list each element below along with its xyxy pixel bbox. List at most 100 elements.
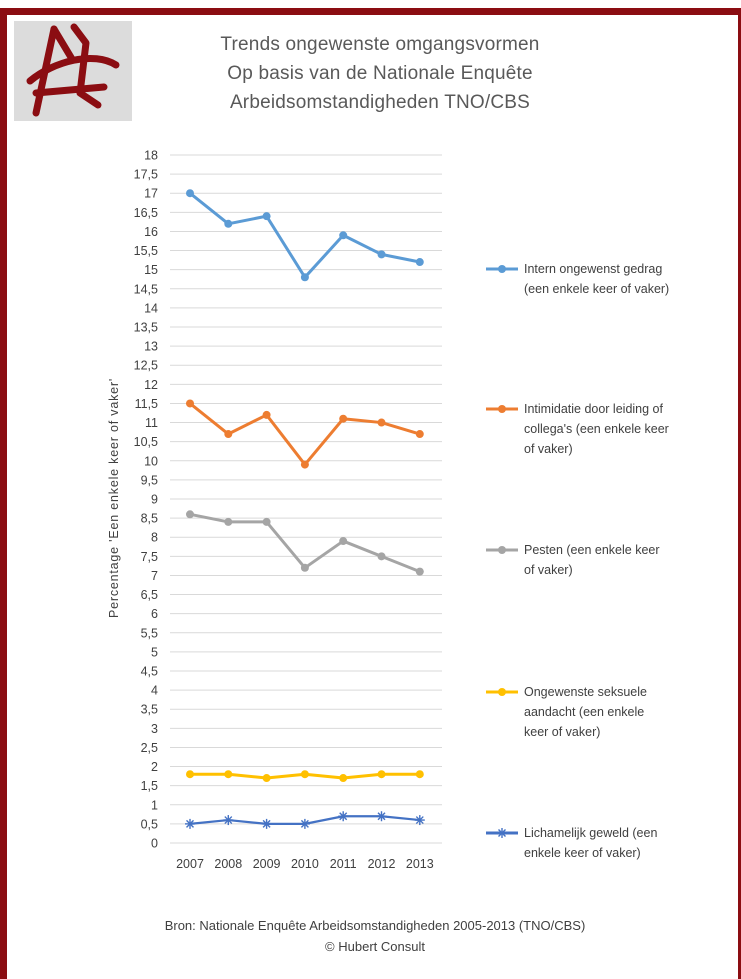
data-point [186, 399, 194, 408]
legend-entry-line: Intimidatie door leiding of [524, 402, 663, 416]
y-tick-label: 12,5 [134, 359, 158, 373]
data-point [185, 818, 195, 829]
legend-swatch-marker [498, 265, 506, 273]
y-tick-label: 15,5 [134, 244, 158, 258]
data-point [186, 189, 194, 198]
data-point [186, 510, 194, 519]
data-point [415, 567, 424, 576]
x-tick-label: 2010 [291, 857, 319, 871]
data-point [300, 273, 309, 282]
x-tick-label: 2011 [330, 857, 357, 871]
legend-entry-line: Ongewenste seksuele [524, 685, 647, 699]
y-tick-label: 12 [144, 378, 158, 392]
y-tick-label: 9,5 [141, 473, 158, 487]
y-tick-label: 11 [145, 416, 158, 430]
y-tick-label: 17 [144, 187, 158, 201]
data-point [339, 537, 348, 546]
data-point [339, 774, 348, 783]
chart-title-line-2: Op basis van de Nationale Enquête [227, 63, 533, 84]
y-tick-label: 3 [151, 722, 158, 736]
legend-entry: Ongewenste seksuele aandacht (een enkele k… [524, 682, 714, 742]
y-tick-label: 1,5 [141, 779, 158, 793]
data-point [262, 517, 271, 526]
data-point [377, 418, 386, 427]
data-point [224, 517, 233, 526]
logo-mark-icon [26, 23, 120, 117]
data-point [300, 563, 309, 572]
legend-entry: Intern ongewenst gedrag (een enkele keer … [524, 259, 714, 299]
y-tick-label: 18 [144, 149, 158, 163]
y-tick-label: 1 [151, 798, 158, 812]
legend-entry-line: collega's (een enkele keer [524, 422, 669, 436]
x-tick-label: 2013 [406, 857, 434, 871]
data-point [299, 818, 310, 829]
data-point [223, 815, 234, 826]
data-point [262, 212, 271, 221]
y-tick-label: 11,5 [135, 397, 158, 411]
x-tick-label: 2008 [214, 857, 242, 871]
y-tick-label: 6 [151, 607, 158, 621]
data-point [415, 258, 424, 267]
y-tick-label: 13,5 [134, 321, 158, 335]
y-tick-label: 10 [144, 454, 158, 468]
hubert-consult-logo [14, 21, 132, 121]
legend-entry-line: Lichamelijk geweld (een [524, 826, 658, 840]
y-tick-label: 6,5 [141, 588, 158, 602]
legend-entry-line: of vaker) [524, 442, 573, 456]
y-tick-label: 7,5 [141, 550, 158, 564]
y-tick-label: 14,5 [134, 282, 158, 296]
y-tick-label: 15 [144, 263, 158, 277]
y-tick-label: 16 [144, 225, 158, 239]
legend-entry-line: (een enkele keer of vaker) [524, 282, 670, 296]
data-point [262, 774, 271, 783]
data-point [377, 770, 386, 779]
legend-swatch-marker [498, 405, 506, 413]
y-tick-label: 7 [151, 569, 158, 583]
x-tick-label: 2009 [253, 857, 281, 871]
y-tick-label: 8 [151, 531, 158, 545]
y-tick-label: 10,5 [134, 435, 158, 449]
legend-entry: Pesten (een enkele keer of vaker) [524, 540, 714, 580]
y-tick-label: 8,5 [141, 512, 158, 526]
y-tick-label: 3,5 [141, 703, 158, 717]
y-tick-label: 0 [151, 837, 158, 851]
data-point [377, 250, 386, 259]
y-tick-label: 17,5 [134, 168, 158, 182]
data-point [376, 811, 387, 822]
legend-entry-line: enkele keer of vaker) [524, 846, 641, 860]
legend-entry-line: keer of vaker) [524, 725, 601, 739]
legend-entry-line: of vaker) [524, 563, 573, 577]
chart-title-line-1: Trends ongewenste omgangsvormen [220, 34, 540, 55]
y-tick-label: 5,5 [141, 626, 158, 640]
data-point [377, 552, 386, 561]
y-tick-label: 13 [144, 340, 158, 354]
y-tick-label: 0,5 [141, 817, 158, 831]
legend-swatch-marker [497, 828, 507, 838]
data-point [414, 815, 425, 826]
data-point [224, 430, 233, 439]
copyright-note: © Hubert Consult [325, 939, 425, 954]
data-point [300, 460, 309, 469]
legend-swatch-marker [498, 688, 506, 696]
data-point [415, 430, 424, 439]
legend-entry-line: Intern ongewenst gedrag [524, 262, 663, 276]
chart-title-line-3: Arbeidsomstandigheden TNO/CBS [229, 92, 531, 113]
series-line-0 [189, 192, 421, 279]
y-axis-label: Percentage 'Een enkele keer of vaker' [107, 378, 121, 618]
data-point [339, 414, 348, 423]
y-tick-label: 16,5 [134, 206, 158, 220]
y-tick-label: 5 [151, 645, 158, 659]
data-point [224, 219, 233, 228]
legend-entry-line: Pesten (een enkele keer [524, 543, 660, 557]
y-tick-label: 2,5 [141, 741, 158, 755]
data-point [415, 770, 424, 779]
y-tick-label: 9 [151, 493, 158, 507]
data-point [261, 818, 272, 829]
data-point [300, 770, 309, 779]
data-point [186, 770, 194, 779]
legend-entry: Intimidatie door leiding of collega's (ee… [524, 399, 714, 459]
legend-swatch-marker [498, 546, 506, 554]
y-tick-label: 14 [144, 301, 158, 315]
source-note: Bron: Nationale Enquête Arbeidsomstandig… [164, 918, 586, 933]
